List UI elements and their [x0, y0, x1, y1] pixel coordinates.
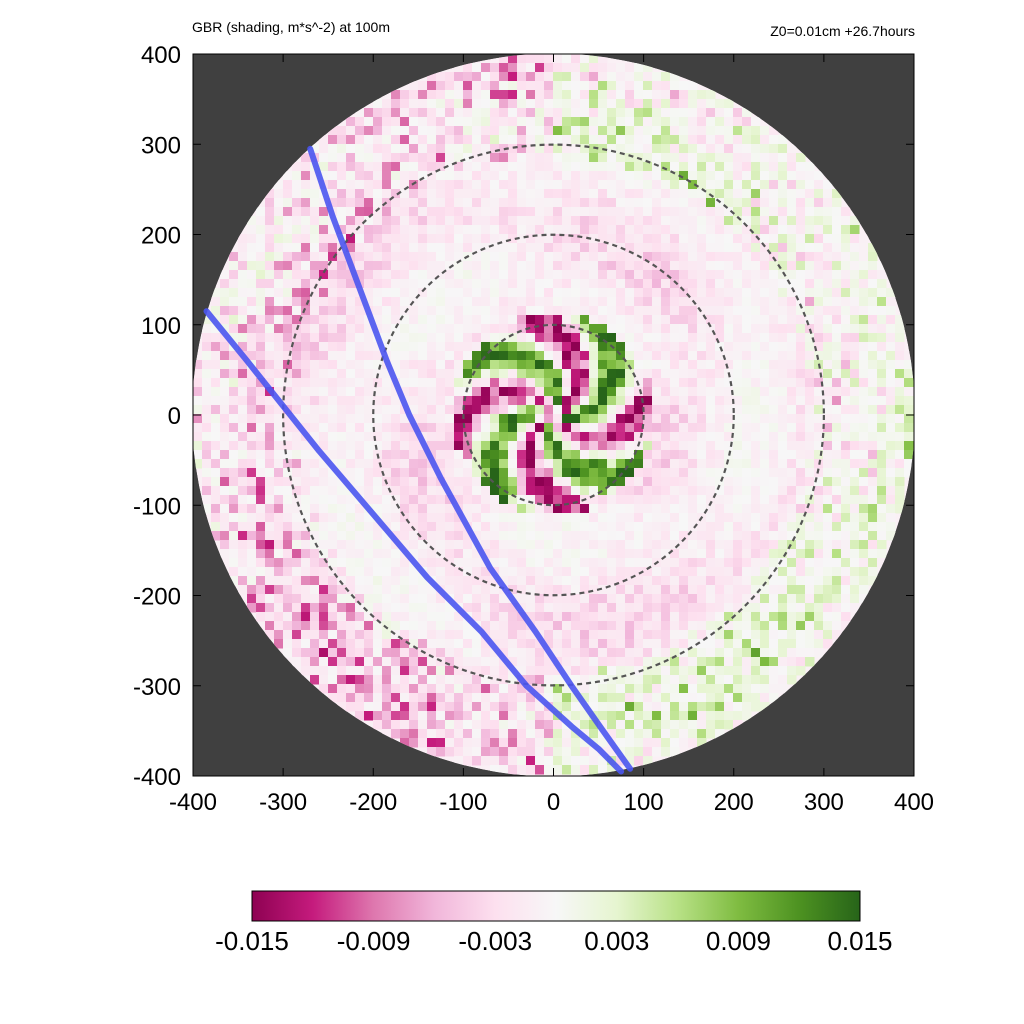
colorbar-tick-label: 0.009: [706, 926, 771, 956]
y-axis: 400 300 200 100 0 -100 -200 -300 -400: [133, 42, 914, 791]
colorbar-tick-label: 0.015: [827, 926, 892, 956]
x-tick-label: 100: [624, 789, 664, 816]
x-tick-label: -300: [259, 789, 307, 816]
x-tick-label: 200: [714, 789, 754, 816]
x-axis: -400 -300 -200 -100 0 100 200 300 400: [169, 54, 934, 816]
colorbar-tick-label: 0.003: [584, 926, 649, 956]
x-tick-label: 0: [547, 789, 560, 816]
x-tick-label: -400: [169, 789, 217, 816]
colorbar-tick-label: -0.009: [337, 926, 411, 956]
y-tick-label: 400: [141, 42, 181, 69]
x-tick-label: -200: [349, 789, 397, 816]
chart-title: GBR (shading, m*s^-2) at 100m: [192, 19, 390, 35]
colorbar: -0.015 -0.009 -0.003 0.003 0.009 0.015: [215, 890, 893, 956]
y-tick-label: -300: [133, 674, 181, 701]
y-tick-label: -200: [133, 584, 181, 611]
range-ring: [462, 323, 645, 507]
y-tick-label: -100: [133, 493, 181, 520]
plot-area: -400 -300 -200 -100 0 100 200 300 400 400 300 200 1…: [133, 42, 934, 816]
x-tick-label: 400: [894, 789, 934, 816]
colorbar-tick-label: -0.015: [215, 926, 289, 956]
colorbar-tick-label: -0.003: [458, 926, 532, 956]
y-tick-label: 200: [141, 223, 181, 250]
range-rings: [282, 143, 825, 687]
range-ring: [372, 233, 735, 597]
x-tick-label: -100: [439, 789, 487, 816]
track-lines: [203, 145, 634, 775]
y-tick-label: 100: [141, 313, 181, 340]
y-tick-label: -400: [133, 764, 181, 791]
colorbar-ticks: -0.015 -0.009 -0.003 0.003 0.009 0.015: [215, 926, 892, 956]
y-tick-label: 300: [141, 132, 181, 159]
track-line: [203, 308, 625, 775]
x-tick-label: 300: [804, 789, 844, 816]
chart-subtitle-time: Z0=0.01cm +26.7hours: [770, 23, 915, 39]
colorbar-gradient: [251, 890, 861, 922]
range-ring: [282, 143, 825, 687]
shading-field: [193, 54, 914, 776]
y-tick-label: 0: [168, 403, 181, 430]
track-line: [307, 145, 634, 772]
